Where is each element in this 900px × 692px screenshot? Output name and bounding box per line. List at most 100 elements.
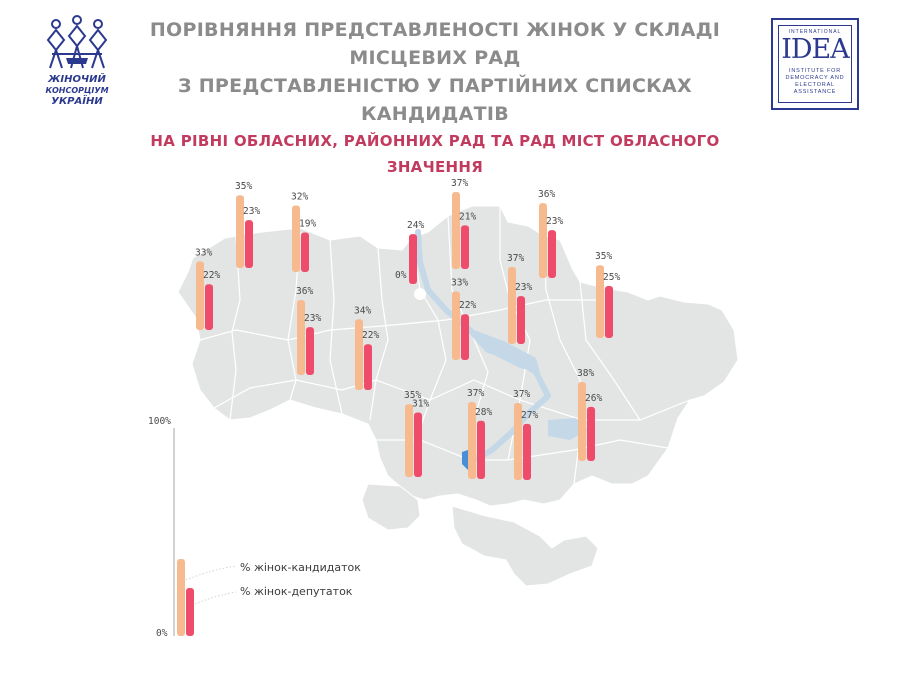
- region-7-candidates-label: 37%: [451, 178, 468, 189]
- region-14-candidates-label: 37%: [513, 389, 530, 400]
- idea-sub-3: ELECTORAL: [795, 82, 835, 88]
- region-5-deputies-label: 22%: [362, 330, 379, 341]
- region-10-bars: 37% 23%: [507, 253, 532, 344]
- title-block: ПОРІВНЯННЯ ПРЕДСТАВЛЕНОСТІ ЖІНОК У СКЛАД…: [110, 16, 760, 180]
- region-13-deputies-bar: [477, 420, 485, 479]
- region-4-bars: 36% 23%: [296, 286, 321, 375]
- region-2-deputies-bar: [245, 220, 253, 268]
- region-9-candidates-label: 36%: [538, 189, 555, 200]
- region-5-bars: 34% 22%: [354, 305, 379, 390]
- region-1-deputies-bar: [205, 284, 213, 330]
- region-15-bars: 38% 26%: [577, 368, 602, 461]
- womens-consortium-logo: ЖІНОЧИЙ КОНСОРЦІУМ УКРАЇНИ: [42, 14, 112, 114]
- logo-left-text-2: КОНСОРЦІУМ: [45, 86, 109, 95]
- region-7-bars: 37% 21%: [451, 178, 476, 269]
- region-7-deputies-bar: [461, 225, 469, 269]
- womens-consortium-emblem-icon: [46, 15, 108, 69]
- region-13-candidates-label: 37%: [467, 388, 484, 399]
- region-12-deputies-label: 31%: [412, 399, 429, 410]
- region-15-candidates-label: 38%: [577, 368, 594, 379]
- scale-min-label: 0%: [156, 628, 168, 639]
- region-1-candidates-label: 33%: [195, 247, 212, 258]
- region-13-candidates-bar: [468, 402, 476, 479]
- region-4-deputies-bar: [306, 327, 314, 375]
- region-7-deputies-label: 21%: [459, 211, 476, 222]
- region-6-candidates-label: 0%: [395, 270, 407, 281]
- region-11-candidates-label: 35%: [595, 251, 612, 262]
- region-13-bars: 37% 28%: [467, 388, 492, 479]
- region-3-deputies-bar: [301, 232, 309, 272]
- region-12-candidates-label: 35%: [404, 390, 421, 401]
- region-14-deputies-label: 27%: [521, 410, 538, 421]
- region-13-deputies-label: 28%: [475, 407, 492, 418]
- region-10-candidates-bar: [508, 267, 516, 344]
- region-1-deputies-label: 22%: [203, 270, 220, 281]
- region-14-bars: 37% 27%: [513, 389, 538, 480]
- region-2-candidates-bar: [236, 195, 244, 268]
- region-8-candidates-bar: [452, 291, 460, 360]
- region-9-bars: 36% 23%: [538, 189, 563, 278]
- crimea: [451, 505, 599, 587]
- region-5-candidates-bar: [355, 319, 363, 390]
- international-idea-logo: INTERNATIONAL IDEA INSTITUTE FOR DEMOCRA…: [771, 18, 859, 110]
- region-3-candidates-bar: [292, 205, 300, 272]
- bars-layer: 33% 22% 35% 23% 32% 19% 36% 23% 34% 22% 0% 24% 37% 21…: [195, 178, 620, 480]
- region-12-deputies-bar: [414, 412, 422, 477]
- region-10-deputies-label: 23%: [515, 282, 532, 293]
- region-4-candidates-bar: [297, 300, 305, 375]
- region-7-candidates-bar: [452, 192, 460, 269]
- title-line-1: ПОРІВНЯННЯ ПРЕДСТАВЛЕНОСТІ ЖІНОК У СКЛАД…: [149, 19, 721, 69]
- legend: 100% 0% % жінок-кандидаток % жінок-депут…: [148, 416, 361, 639]
- legend-deputies-leader: [194, 591, 237, 605]
- womens-consortium-text: ЖІНОЧИЙ КОНСОРЦІУМ УКРАЇНИ: [42, 74, 112, 107]
- region-11-deputies-bar: [605, 286, 613, 338]
- region-2-bars: 35% 23%: [235, 181, 260, 268]
- region-8-bars: 33% 22%: [451, 277, 476, 360]
- idea-international-text: INTERNATIONAL: [788, 29, 842, 35]
- region-2-deputies-label: 23%: [243, 206, 260, 217]
- kremenchuk-reservoir: [474, 330, 540, 372]
- region-3-bars: 32% 19%: [291, 191, 316, 272]
- region-1-bars: 33% 22%: [195, 247, 220, 330]
- scale-max-label: 100%: [148, 416, 171, 427]
- region-6-deputies-bar: [409, 234, 417, 284]
- region-9-candidates-bar: [539, 203, 547, 278]
- region-8-deputies-label: 22%: [459, 300, 476, 311]
- idea-sub-4: ASSISTANCE: [793, 89, 837, 95]
- region-5-candidates-label: 34%: [354, 305, 371, 316]
- region-8-deputies-bar: [461, 314, 469, 360]
- region-11-candidates-bar: [596, 265, 604, 338]
- region-2-candidates-label: 35%: [235, 181, 252, 192]
- idea-sub-2: DEMOCRACY AND: [785, 75, 845, 81]
- region-14-deputies-bar: [523, 423, 531, 480]
- region-11-bars: 35% 25%: [595, 251, 620, 338]
- region-9-deputies-label: 23%: [546, 216, 563, 227]
- region-10-candidates-label: 37%: [507, 253, 524, 264]
- legend-candidates-leader: [185, 565, 237, 581]
- legend-deputies-label: % жінок-депутаток: [240, 585, 353, 598]
- legend-candidates-label: % жінок-кандидаток: [240, 561, 361, 574]
- region-10-deputies-bar: [517, 296, 525, 344]
- legend-deputies-swatch: [186, 588, 194, 636]
- subtitle: НА РІВНІ ОБЛАСНИХ, РАЙОННИХ РАД ТА РАД М…: [150, 132, 720, 176]
- region-15-candidates-bar: [578, 381, 586, 461]
- region-12-candidates-bar: [405, 404, 413, 477]
- odesa-southwest: [361, 483, 421, 531]
- region-8-candidates-label: 33%: [451, 277, 468, 288]
- idea-main-text: IDEA: [781, 34, 850, 65]
- region-6-deputies-label: 24%: [407, 220, 424, 231]
- region-9-deputies-bar: [548, 230, 556, 278]
- region-14-candidates-bar: [514, 403, 522, 480]
- region-11-deputies-label: 25%: [603, 272, 620, 283]
- region-6-bars: 0% 24%: [395, 220, 424, 284]
- logo-left-text-3: УКРАЇНИ: [51, 96, 103, 107]
- region-15-deputies-label: 26%: [585, 393, 602, 404]
- idea-logo-frame: INTERNATIONAL IDEA INSTITUTE FOR DEMOCRA…: [778, 25, 852, 103]
- region-4-candidates-label: 36%: [296, 286, 313, 297]
- region-1-candidates-bar: [196, 261, 204, 330]
- idea-subtitle-text: INSTITUTE FOR DEMOCRACY AND ELECTORAL AS…: [779, 68, 851, 96]
- region-15-deputies-bar: [587, 406, 595, 461]
- idea-sub-1: INSTITUTE FOR: [789, 68, 841, 74]
- title-line-2: З ПРЕДСТАВЛЕНІСТЮ У ПАРТІЙНИХ СПИСКАХ КА…: [178, 75, 692, 125]
